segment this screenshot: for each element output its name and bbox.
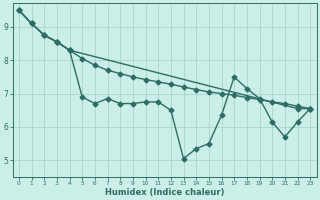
X-axis label: Humidex (Indice chaleur): Humidex (Indice chaleur)	[105, 188, 224, 197]
